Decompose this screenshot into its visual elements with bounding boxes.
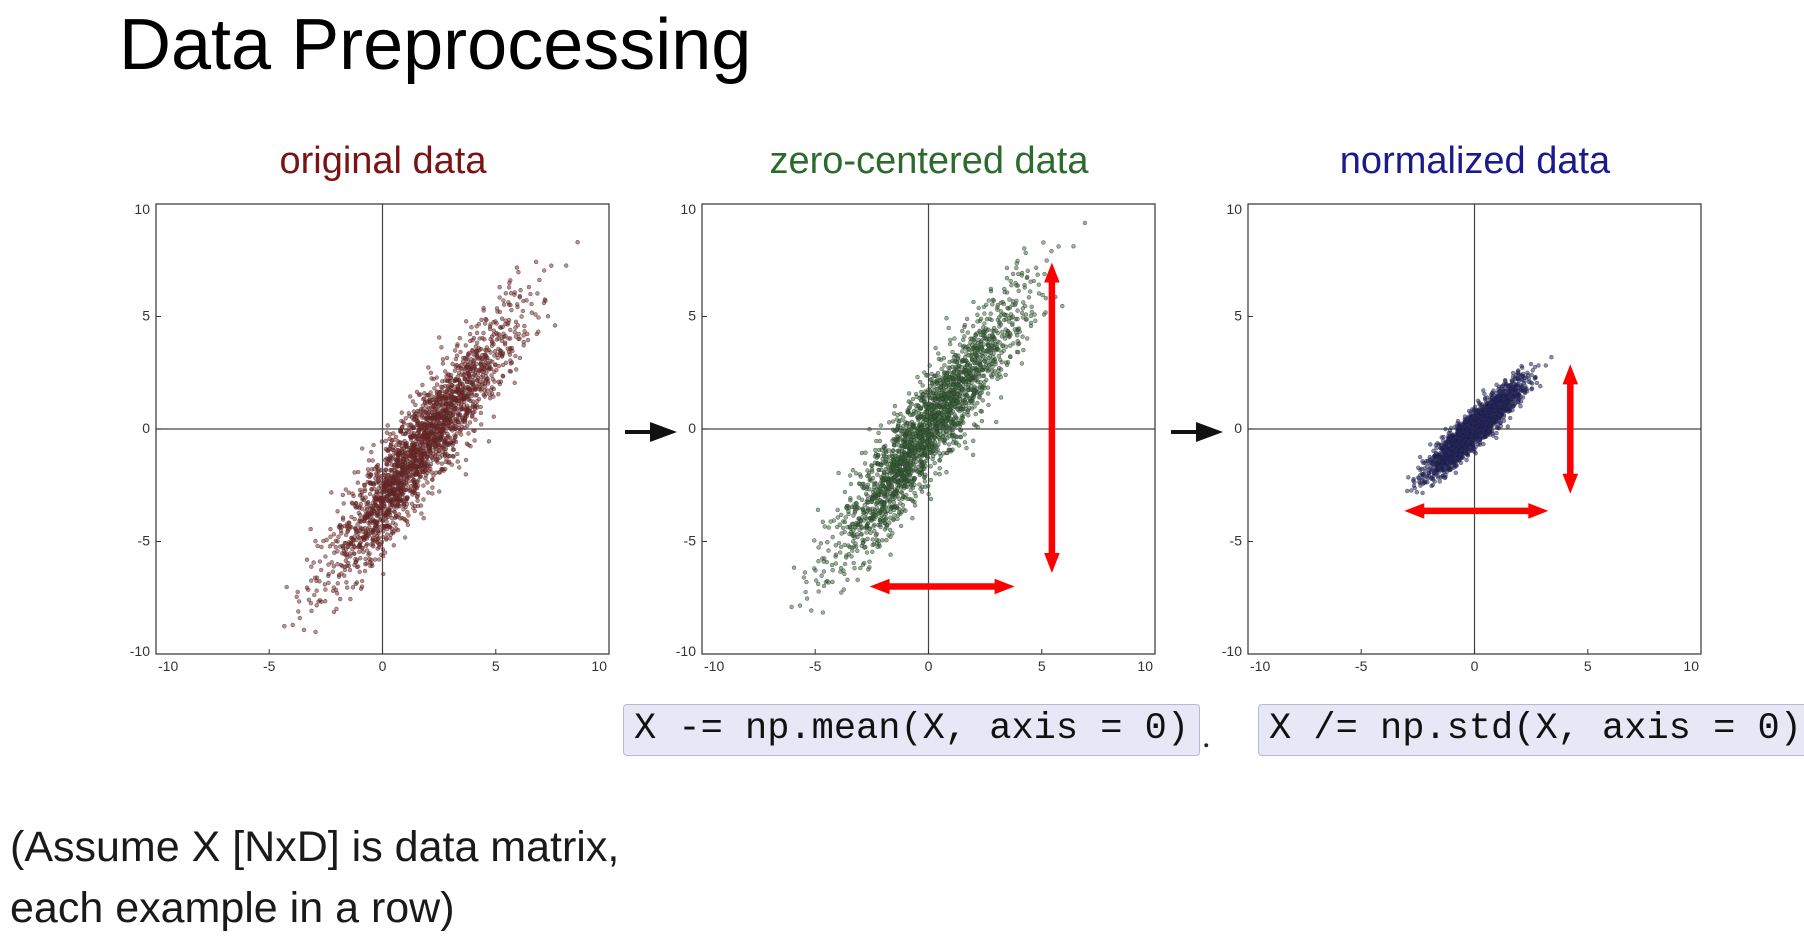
svg-text:-10: -10 (130, 643, 150, 659)
svg-text:10: 10 (134, 201, 150, 217)
svg-text:10: 10 (680, 201, 696, 217)
svg-text:-5: -5 (684, 533, 697, 549)
svg-text:-10: -10 (158, 658, 178, 674)
svg-text:5: 5 (142, 308, 150, 324)
svg-text:10: 10 (591, 658, 607, 674)
svg-text:10: 10 (1137, 658, 1153, 674)
svg-text:0: 0 (142, 420, 150, 436)
svg-text:-10: -10 (704, 658, 724, 674)
svg-text:5: 5 (492, 658, 500, 674)
svg-text:5: 5 (688, 308, 696, 324)
svg-text:-10: -10 (676, 643, 696, 659)
svg-text:-5: -5 (809, 658, 822, 674)
svg-text:5: 5 (1038, 658, 1046, 674)
svg-text:0: 0 (688, 420, 696, 436)
svg-text:-5: -5 (263, 658, 276, 674)
svg-text:0: 0 (379, 658, 387, 674)
svg-text:-5: -5 (138, 533, 151, 549)
svg-text:0: 0 (925, 658, 933, 674)
